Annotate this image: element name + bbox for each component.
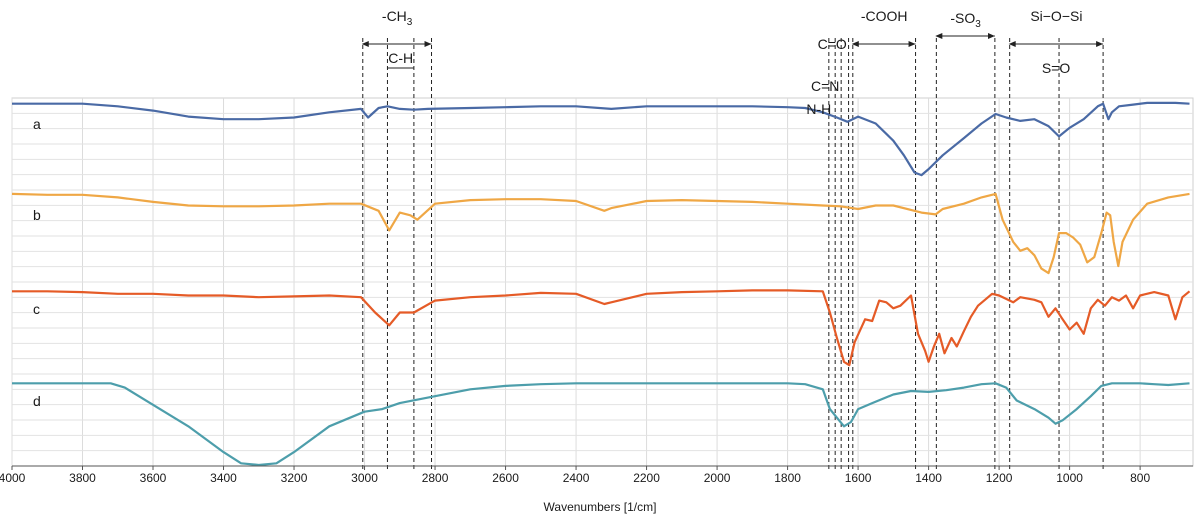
grid — [11, 97, 1194, 467]
annotation-label: C=O — [818, 36, 847, 52]
x-tick-label: 3000 — [351, 471, 378, 485]
annotation-label: Si−O−Si — [1030, 8, 1082, 24]
x-tick-label: 3800 — [69, 471, 96, 485]
annotation-label: N-H — [806, 101, 831, 117]
x-tick-label: 800 — [1130, 471, 1150, 485]
x-tick-label: 2200 — [633, 471, 660, 485]
series-label-a: a — [33, 116, 41, 132]
x-tick-label: 3200 — [281, 471, 308, 485]
annotation-label: -SO3 — [950, 10, 981, 30]
x-tick-label: 2000 — [704, 471, 731, 485]
annotation-label: -COOH — [861, 8, 908, 24]
x-tick-label: 1000 — [1056, 471, 1083, 485]
x-tick-label: 1800 — [774, 471, 801, 485]
annotations: -CH3 C-H C=O C=N N-H -COOH -SO3 Si−O−Si S=O — [361, 8, 1104, 117]
annotation-label: -CH3 — [382, 8, 413, 28]
series-labels: a b c d — [33, 116, 41, 409]
annotation-label: C=N — [811, 78, 839, 94]
x-tick-label: 1200 — [986, 471, 1013, 485]
x-tick-label: 2400 — [563, 471, 590, 485]
annotation-label: C-H — [388, 50, 413, 66]
series-line-c — [12, 289, 1191, 367]
reference-lines — [362, 38, 1104, 470]
x-tick-label: 1600 — [845, 471, 872, 485]
series-line-d — [12, 382, 1190, 467]
x-axis: 4000 3800 3600 3400 3200 3000 2800 2600 2400 2200… — [0, 465, 1193, 485]
series-label-b: b — [33, 207, 41, 223]
x-tick-label: 3400 — [210, 471, 237, 485]
x-tick-label: 3600 — [140, 471, 167, 485]
series-line-b — [11, 192, 1190, 275]
series-label-c: c — [33, 301, 40, 317]
x-axis-label: Wavenumbers [1/cm] — [544, 500, 657, 514]
annotation-label: S=O — [1042, 60, 1071, 76]
x-tick-label: 2600 — [492, 471, 519, 485]
series-line-a — [12, 101, 1190, 177]
x-tick-label: 4000 — [0, 471, 26, 485]
series-label-d: d — [33, 393, 41, 409]
x-tick-label: 1400 — [915, 471, 942, 485]
x-tick-label: 2800 — [422, 471, 449, 485]
series-group — [11, 101, 1191, 467]
